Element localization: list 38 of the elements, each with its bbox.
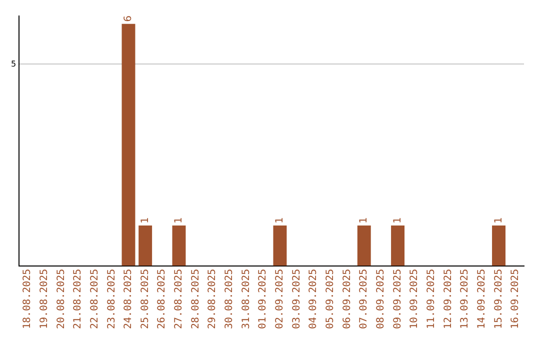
x-tick-label: 26.08.2025 — [156, 268, 168, 330]
x-tick-label: 01.09.2025 — [258, 268, 269, 330]
data-label: 1 — [274, 217, 286, 224]
x-tick-label: 30.08.2025 — [224, 268, 236, 330]
y-tick-label: 5 — [10, 59, 16, 68]
x-tick-label: 29.08.2025 — [207, 268, 218, 330]
x-tick-label: 10.09.2025 — [409, 268, 420, 330]
x-tick-label: 09.09.2025 — [392, 268, 404, 330]
data-label: 1 — [392, 217, 404, 224]
x-tick-label: 31.08.2025 — [240, 268, 252, 330]
x-tick-label: 07.09.2025 — [358, 268, 370, 330]
x-tick-label: 21.08.2025 — [72, 268, 84, 330]
x-tick-label: 18.08.2025 — [22, 268, 34, 330]
data-label: 6 — [123, 15, 134, 22]
x-tick-label: 08.09.2025 — [376, 268, 387, 330]
x-tick-label: 03.09.2025 — [291, 268, 302, 330]
x-tick-label: 27.08.2025 — [174, 268, 185, 330]
x-tick-label: 12.09.2025 — [442, 268, 454, 330]
x-tick-label: 13.09.2025 — [460, 268, 471, 330]
x-tick-label: 14.09.2025 — [476, 268, 488, 330]
x-tick-label: 05.09.2025 — [325, 268, 336, 330]
x-tick-label: 25.08.2025 — [140, 268, 151, 330]
data-label: 1 — [358, 217, 370, 224]
x-tick-label: 06.09.2025 — [342, 268, 353, 330]
data-label: 1 — [140, 217, 151, 224]
x-tick-label: 04.09.2025 — [308, 268, 320, 330]
x-tick-label: 20.08.2025 — [56, 268, 67, 330]
x-tick-label: 22.08.2025 — [89, 268, 100, 330]
data-label: 1 — [174, 217, 185, 224]
x-tick-label: 19.08.2025 — [38, 268, 50, 330]
x-tick-label: 16.09.2025 — [510, 268, 522, 330]
x-tick-label: 23.08.2025 — [106, 268, 118, 330]
x-tick-label: 28.08.2025 — [190, 268, 202, 330]
x-tick-label: 15.09.2025 — [493, 268, 504, 330]
x-tick-label: 24.08.2025 — [123, 268, 134, 330]
x-tick-label: 02.09.2025 — [274, 268, 286, 330]
x-tick-label: 11.09.2025 — [426, 268, 438, 330]
data-label: 1 — [493, 217, 504, 224]
